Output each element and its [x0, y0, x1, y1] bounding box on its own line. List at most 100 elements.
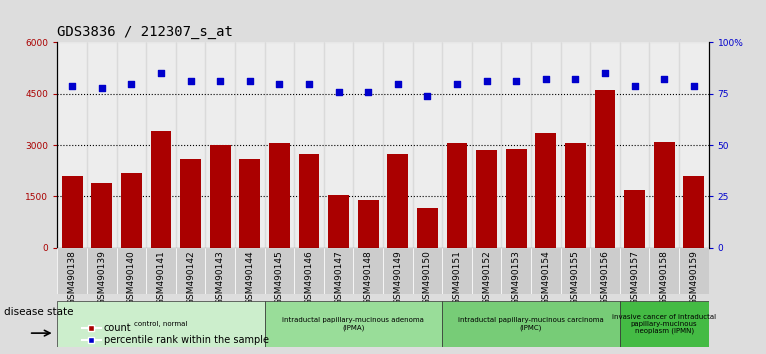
Text: GSM490145: GSM490145	[275, 250, 284, 305]
Text: GSM490141: GSM490141	[156, 250, 165, 305]
Text: invasive cancer of intraductal
papillary-mucinous
neoplasm (IPMN): invasive cancer of intraductal papillary…	[612, 314, 716, 334]
Point	[540, 76, 552, 82]
Bar	[531, 42, 561, 248]
Bar	[176, 248, 205, 294]
Bar	[447, 143, 467, 248]
Point	[96, 85, 108, 91]
Bar	[151, 131, 172, 248]
Bar	[205, 248, 235, 294]
Text: GSM490143: GSM490143	[216, 250, 224, 305]
Legend: count, percentile rank within the sample: count, percentile rank within the sample	[77, 319, 273, 349]
Bar	[269, 143, 290, 248]
Bar	[57, 248, 87, 294]
Text: GSM490151: GSM490151	[453, 250, 461, 305]
Bar	[235, 248, 264, 294]
Bar	[620, 42, 650, 248]
Bar	[442, 248, 472, 294]
Bar	[654, 142, 675, 248]
Bar	[299, 154, 319, 248]
Bar	[561, 248, 590, 294]
Text: GSM490140: GSM490140	[127, 250, 136, 305]
Bar	[240, 159, 260, 248]
Point	[273, 81, 286, 86]
Bar	[417, 209, 437, 248]
Text: GSM490142: GSM490142	[186, 250, 195, 305]
Text: GSM490156: GSM490156	[601, 250, 610, 305]
Text: GSM490158: GSM490158	[660, 250, 669, 305]
Point	[362, 89, 375, 95]
Bar	[442, 301, 620, 347]
Bar	[264, 301, 442, 347]
Bar	[57, 42, 87, 248]
Point	[391, 81, 404, 86]
Text: control, normal: control, normal	[134, 321, 188, 327]
Text: intraductal papillary-mucinous carcinoma
(IPMC): intraductal papillary-mucinous carcinoma…	[458, 317, 604, 331]
Bar	[264, 248, 294, 294]
Bar	[620, 301, 709, 347]
Point	[628, 83, 640, 88]
Point	[451, 81, 463, 86]
Point	[658, 76, 670, 82]
Point	[510, 79, 522, 84]
Bar	[62, 176, 83, 248]
Text: intraductal papillary-mucinous adenoma
(IPMA): intraductal papillary-mucinous adenoma (…	[283, 317, 424, 331]
Text: GSM490157: GSM490157	[630, 250, 639, 305]
Bar	[116, 248, 146, 294]
Bar	[91, 183, 112, 248]
Bar	[413, 42, 442, 248]
Bar	[679, 248, 709, 294]
Bar	[87, 248, 116, 294]
Point	[332, 89, 345, 95]
Text: GSM490155: GSM490155	[571, 250, 580, 305]
Bar	[594, 90, 615, 248]
Point	[421, 93, 434, 99]
Point	[155, 70, 167, 76]
Point	[688, 83, 700, 88]
Bar	[535, 133, 556, 248]
Bar	[146, 42, 176, 248]
Bar	[565, 143, 586, 248]
Bar	[146, 248, 176, 294]
Point	[599, 70, 611, 76]
Text: GSM490152: GSM490152	[482, 250, 491, 305]
Bar	[324, 42, 353, 248]
Bar	[413, 248, 442, 294]
Bar	[205, 42, 235, 248]
Text: GSM490159: GSM490159	[689, 250, 699, 305]
Bar	[502, 248, 531, 294]
Text: GSM490139: GSM490139	[97, 250, 106, 305]
Point	[185, 79, 197, 84]
Bar	[87, 42, 116, 248]
Bar	[388, 154, 408, 248]
Text: GSM490147: GSM490147	[334, 250, 343, 305]
Point	[126, 81, 138, 86]
Text: GSM490154: GSM490154	[542, 250, 550, 305]
Text: GSM490144: GSM490144	[245, 250, 254, 305]
Bar	[176, 42, 205, 248]
Bar	[383, 42, 413, 248]
Bar	[683, 176, 704, 248]
Bar	[502, 42, 531, 248]
Text: GSM490138: GSM490138	[67, 250, 77, 305]
Bar	[57, 301, 264, 347]
Point	[569, 76, 581, 82]
Bar	[442, 42, 472, 248]
Bar	[210, 145, 231, 248]
Point	[480, 79, 493, 84]
Bar	[353, 42, 383, 248]
Bar	[383, 248, 413, 294]
Text: GSM490146: GSM490146	[305, 250, 313, 305]
Point	[244, 79, 256, 84]
Bar	[294, 248, 324, 294]
Bar	[561, 42, 590, 248]
Bar	[531, 248, 561, 294]
Point	[214, 79, 227, 84]
Bar	[679, 42, 709, 248]
Bar	[324, 248, 353, 294]
Bar	[506, 149, 526, 248]
Bar	[116, 42, 146, 248]
Text: GSM490150: GSM490150	[423, 250, 432, 305]
Text: GDS3836 / 212307_s_at: GDS3836 / 212307_s_at	[57, 25, 234, 39]
Bar	[472, 248, 502, 294]
Bar	[353, 248, 383, 294]
